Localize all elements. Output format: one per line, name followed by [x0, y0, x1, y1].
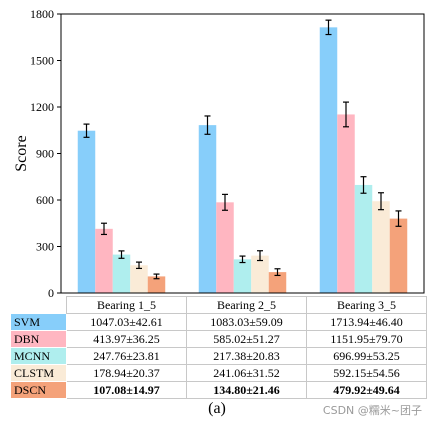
table-cell: 247.76±23.81	[66, 347, 187, 365]
table-cell: 585.02±51.27	[186, 330, 307, 348]
bar-dscn	[268, 272, 287, 293]
bar-mcnn	[233, 259, 252, 293]
table-header-cell: Bearing 2_5	[186, 296, 307, 314]
table-corner	[11, 297, 67, 314]
bar-clstm	[251, 255, 269, 293]
bar-dbn	[216, 202, 234, 293]
legend-svm: SVM	[10, 313, 67, 331]
y-tick-label: 0	[48, 286, 54, 300]
table-row-dscn: DSCN 107.08±14.97 134.80±21.46 479.92±49…	[10, 381, 427, 399]
table-cell: 1083.03±59.09	[186, 313, 307, 331]
bar-clstm	[372, 201, 390, 293]
table-cell: 178.94±20.37	[66, 364, 187, 382]
y-tick-label: 900	[36, 147, 54, 161]
bar-dscn	[147, 276, 166, 293]
bar-chart: 0 300 600 900 1200 1500 1800 Score	[13, 7, 425, 300]
bar-dbn	[337, 114, 355, 293]
table-cell: 1151.95±79.70	[306, 330, 427, 348]
table-cell: 479.92±49.64	[306, 381, 427, 399]
table-cell: 592.15±54.56	[306, 364, 427, 382]
table-header-row: Bearing 1_5 Bearing 2_5 Bearing 3_5	[11, 296, 427, 314]
bar-svm	[77, 130, 96, 293]
y-tick-label: 1800	[30, 7, 54, 21]
bar-clstm	[130, 265, 148, 293]
table-row-svm: SVM 1047.03±42.61 1083.03±59.09 1713.94±…	[10, 313, 427, 331]
table-row-mcnn: MCNN 247.76±23.81 217.38±20.83 696.99±53…	[10, 347, 427, 365]
bar-dbn	[95, 228, 113, 293]
bar-mcnn	[354, 184, 373, 293]
table-header-cell: Bearing 3_5	[306, 296, 427, 314]
table-cell: 413.97±36.25	[66, 330, 187, 348]
y-tick-label: 1200	[30, 100, 54, 114]
table-cell: 241.06±31.52	[186, 364, 307, 382]
table-row-clstm: CLSTM 178.94±20.37 241.06±31.52 592.15±5…	[10, 364, 427, 382]
legend-dscn: DSCN	[10, 381, 67, 399]
y-tick-label: 1500	[30, 54, 54, 68]
table-cell: 696.99±53.25	[306, 347, 427, 365]
legend-mcnn: MCNN	[10, 347, 67, 365]
y-tick-label: 600	[36, 193, 54, 207]
legend-clstm: CLSTM	[10, 364, 67, 382]
bar-svm	[198, 125, 217, 294]
table-cell: 134.80±21.46	[186, 381, 307, 399]
bar-mcnn	[112, 254, 131, 293]
table-cell: 1713.94±46.40	[306, 313, 427, 331]
table-cell: 217.38±20.83	[186, 347, 307, 365]
table-header-cell: Bearing 1_5	[66, 296, 187, 314]
table-cell: 107.08±14.97	[66, 381, 187, 399]
y-axis-label: Score	[13, 135, 30, 171]
watermark: CSDN @糯米~团子	[322, 404, 422, 417]
y-tick-label: 300	[36, 240, 54, 254]
bar-svm	[319, 27, 338, 294]
table-cell: 1047.03±42.61	[66, 313, 187, 331]
figure-caption: (a)	[208, 400, 226, 417]
bar-dscn	[389, 218, 408, 293]
data-table: Bearing 1_5 Bearing 2_5 Bearing 3_5 SVM …	[10, 296, 427, 399]
table-row-dbn: DBN 413.97±36.25 585.02±51.27 1151.95±79…	[10, 330, 427, 348]
legend-dbn: DBN	[10, 330, 67, 348]
